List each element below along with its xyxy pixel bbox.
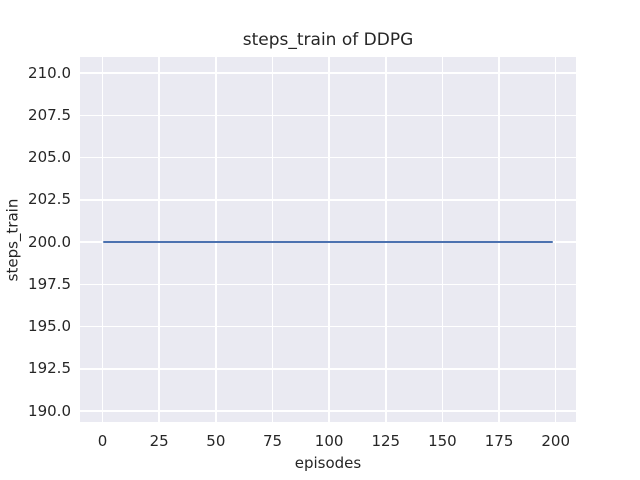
x-gridline bbox=[498, 57, 500, 422]
y-tick-label: 190.0 bbox=[28, 401, 71, 420]
y-tick-label: 207.5 bbox=[28, 105, 71, 124]
x-gridline bbox=[328, 57, 330, 422]
x-gridline bbox=[385, 57, 387, 422]
chart-title: steps_train of DDPG bbox=[242, 30, 414, 50]
x-gridline bbox=[271, 57, 274, 422]
x-tick-label: 25 bbox=[149, 432, 169, 450]
y-tick-label: 205.0 bbox=[28, 148, 71, 167]
x-tick-label: 75 bbox=[262, 432, 283, 450]
y-tick-label: 202.5 bbox=[28, 190, 71, 209]
data-line-steps_train bbox=[102, 241, 554, 244]
x-tick-label: 125 bbox=[371, 432, 401, 450]
x-gridline bbox=[215, 57, 217, 422]
y-tick-label: 200.0 bbox=[28, 232, 71, 251]
x-tick-label: 50 bbox=[206, 432, 226, 450]
x-tick-label: 100 bbox=[314, 432, 344, 450]
plot-area bbox=[80, 57, 576, 422]
x-tick-label: 0 bbox=[97, 432, 108, 450]
x-gridline bbox=[158, 57, 160, 422]
x-gridline bbox=[554, 57, 557, 422]
y-tick-label: 195.0 bbox=[28, 317, 71, 336]
x-gridline bbox=[441, 57, 444, 422]
y-gridline bbox=[80, 199, 576, 201]
y-gridline bbox=[80, 283, 576, 286]
x-axis-label: episodes bbox=[294, 454, 362, 472]
x-tick-label: 150 bbox=[428, 432, 457, 450]
y-tick-label: 210.0 bbox=[28, 63, 71, 82]
x-tick-label: 175 bbox=[484, 432, 514, 450]
y-tick-label: 192.5 bbox=[28, 359, 71, 378]
y-gridline bbox=[80, 325, 576, 328]
y-gridline bbox=[80, 72, 576, 74]
x-gridline bbox=[101, 57, 104, 422]
y-gridline bbox=[80, 114, 576, 117]
y-gridline bbox=[80, 368, 576, 370]
y-gridline bbox=[80, 156, 576, 159]
y-gridline bbox=[80, 410, 576, 412]
y-tick-label: 197.5 bbox=[28, 274, 71, 293]
x-tick-label: 200 bbox=[541, 432, 571, 450]
